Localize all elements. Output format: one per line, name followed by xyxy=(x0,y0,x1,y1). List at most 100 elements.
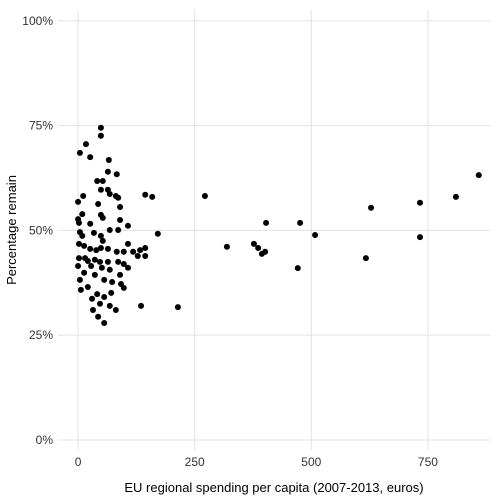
point xyxy=(124,264,131,271)
point xyxy=(95,313,102,320)
point xyxy=(106,302,113,309)
point xyxy=(99,177,106,184)
point xyxy=(452,193,459,200)
point xyxy=(87,245,94,252)
point xyxy=(262,248,269,255)
point xyxy=(362,255,369,262)
point xyxy=(294,265,301,272)
point xyxy=(75,219,82,226)
point xyxy=(77,286,84,293)
point xyxy=(90,229,97,236)
point xyxy=(91,256,98,263)
point xyxy=(97,132,104,139)
x-tick-label: 500 xyxy=(301,455,321,469)
point xyxy=(174,304,181,311)
point xyxy=(108,289,115,296)
point xyxy=(104,258,111,265)
point xyxy=(417,234,424,241)
x-tick-label: 0 xyxy=(75,455,82,469)
point xyxy=(113,171,120,178)
point xyxy=(99,237,106,244)
point xyxy=(142,252,149,259)
point xyxy=(75,198,82,205)
point xyxy=(297,219,304,226)
point xyxy=(96,300,103,307)
point xyxy=(97,124,104,131)
point xyxy=(312,232,319,239)
point xyxy=(97,186,104,193)
point xyxy=(223,243,230,250)
point xyxy=(93,247,100,254)
point xyxy=(115,258,122,265)
point xyxy=(81,269,88,276)
point xyxy=(97,232,104,239)
point xyxy=(76,149,83,156)
point xyxy=(88,263,95,270)
x-tick-label: 750 xyxy=(418,455,438,469)
point xyxy=(99,214,106,221)
point xyxy=(250,240,257,247)
x-axis-title: EU regional spending per capita (2007-20… xyxy=(124,480,423,495)
point xyxy=(263,219,270,226)
point xyxy=(124,222,131,229)
point xyxy=(109,278,116,285)
point xyxy=(91,271,98,278)
point xyxy=(138,302,145,309)
point xyxy=(89,295,96,302)
point xyxy=(84,283,91,290)
point xyxy=(82,141,89,148)
point xyxy=(137,247,144,254)
y-tick-label: 100% xyxy=(22,14,53,28)
point xyxy=(417,199,424,206)
point xyxy=(101,320,108,327)
point xyxy=(142,191,149,198)
point xyxy=(124,240,131,247)
point xyxy=(115,227,122,233)
point xyxy=(117,271,124,278)
point xyxy=(87,220,94,227)
point xyxy=(94,177,101,184)
point xyxy=(115,194,122,201)
y-axis-title: Percentage remain xyxy=(4,175,19,285)
point xyxy=(81,242,88,249)
point xyxy=(75,263,82,270)
y-tick-label: 75% xyxy=(29,119,53,133)
point xyxy=(113,248,120,255)
point xyxy=(98,264,105,271)
point xyxy=(154,230,161,237)
point xyxy=(106,227,113,233)
point xyxy=(120,284,127,291)
point xyxy=(105,157,112,164)
point xyxy=(106,266,113,273)
point xyxy=(101,294,108,301)
point xyxy=(117,203,124,210)
point xyxy=(475,172,482,179)
y-tick-label: 50% xyxy=(29,223,53,237)
point xyxy=(120,260,127,267)
point xyxy=(79,232,86,239)
point xyxy=(106,190,113,197)
point xyxy=(96,258,103,265)
point xyxy=(75,240,82,247)
point xyxy=(94,291,101,298)
y-tick-label: 25% xyxy=(29,328,53,342)
point xyxy=(84,258,91,265)
point xyxy=(87,154,94,161)
point xyxy=(76,276,83,283)
point xyxy=(80,193,87,200)
point xyxy=(120,248,127,255)
y-tick-label: 0% xyxy=(36,433,54,447)
point xyxy=(104,168,111,175)
point xyxy=(368,204,375,211)
point xyxy=(79,211,86,218)
point xyxy=(97,245,104,252)
point xyxy=(130,248,137,255)
x-tick-label: 250 xyxy=(185,455,205,469)
point xyxy=(201,193,208,200)
point xyxy=(89,307,96,314)
point xyxy=(104,245,111,252)
point xyxy=(255,245,262,252)
point xyxy=(95,201,102,208)
